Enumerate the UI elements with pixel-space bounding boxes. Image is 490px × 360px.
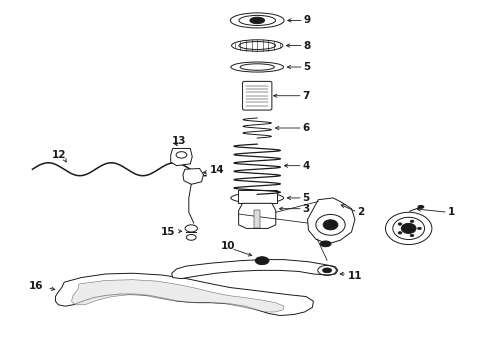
Polygon shape: [171, 148, 192, 166]
Text: 9: 9: [304, 15, 311, 26]
FancyBboxPatch shape: [243, 81, 272, 110]
FancyBboxPatch shape: [238, 190, 277, 203]
Text: 14: 14: [209, 165, 224, 175]
Text: 5: 5: [303, 193, 310, 203]
Polygon shape: [72, 280, 284, 312]
Text: 5: 5: [304, 62, 311, 72]
Text: 8: 8: [304, 41, 311, 50]
Ellipse shape: [255, 257, 269, 265]
Polygon shape: [183, 168, 203, 184]
Polygon shape: [308, 198, 355, 244]
Text: 1: 1: [448, 207, 455, 217]
Text: 13: 13: [172, 136, 186, 146]
Text: 11: 11: [347, 271, 362, 281]
Text: 16: 16: [28, 281, 43, 291]
Text: 10: 10: [220, 241, 235, 251]
Text: 12: 12: [52, 150, 67, 160]
Text: 15: 15: [161, 227, 175, 237]
Ellipse shape: [410, 220, 414, 222]
Ellipse shape: [418, 206, 424, 208]
Text: 6: 6: [303, 123, 310, 133]
Text: 4: 4: [303, 161, 310, 171]
Text: 3: 3: [303, 204, 310, 214]
Ellipse shape: [320, 241, 331, 247]
Ellipse shape: [410, 234, 414, 237]
Polygon shape: [55, 273, 314, 316]
Ellipse shape: [398, 231, 402, 234]
Ellipse shape: [323, 268, 331, 273]
Bar: [254, 211, 260, 228]
Ellipse shape: [323, 220, 338, 230]
Ellipse shape: [417, 227, 421, 230]
Ellipse shape: [401, 224, 416, 233]
Text: 2: 2: [357, 207, 365, 217]
Text: 7: 7: [303, 91, 310, 101]
Polygon shape: [239, 203, 276, 228]
Ellipse shape: [250, 17, 265, 24]
Ellipse shape: [398, 223, 402, 225]
Polygon shape: [172, 260, 338, 279]
